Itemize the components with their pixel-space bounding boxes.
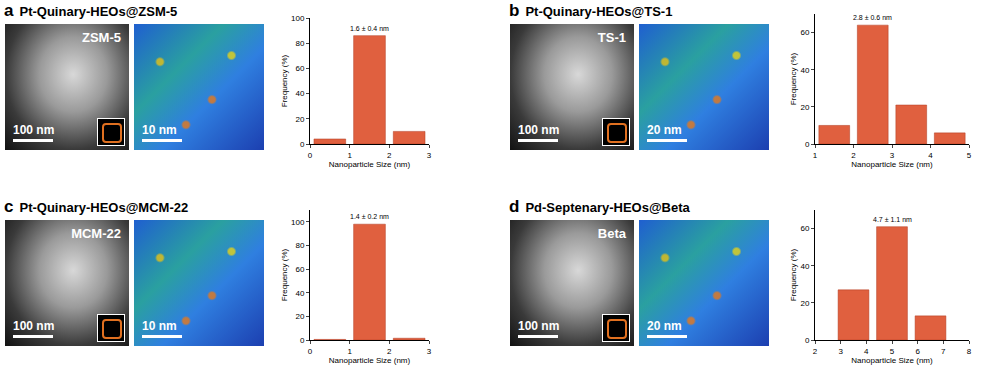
html-text:10 nm: 10 nm	[142, 319, 177, 333]
html-text:TS-1: TS-1	[597, 30, 626, 45]
svg-text:1.4 ± 0.2 nm: 1.4 ± 0.2 nm	[350, 213, 389, 220]
svg-text:Frequency (%): Frequency (%)	[280, 54, 289, 107]
svg-text:0: 0	[805, 336, 810, 345]
svg-text:0: 0	[300, 140, 305, 149]
svg-text:0: 0	[805, 140, 810, 149]
svg-text:1: 1	[347, 347, 352, 356]
svg-text:20: 20	[295, 115, 304, 124]
svg-text:60: 60	[295, 265, 304, 274]
svg-text:1: 1	[813, 151, 818, 160]
svg-text:2: 2	[813, 347, 818, 356]
svg-text:Frequency (%): Frequency (%)	[280, 248, 289, 301]
svg-text:3: 3	[838, 347, 843, 356]
html-text:MCM-22: MCM-22	[71, 226, 121, 241]
svg-text:7: 7	[941, 347, 946, 356]
svg-text:4.7 ± 1.1 nm: 4.7 ± 1.1 nm	[873, 216, 912, 223]
svg-text:80: 80	[295, 241, 304, 250]
html-text:c Pt-Quinary-HEOs@MCM-22: c Pt-Quinary-HEOs@MCM-22	[4, 197, 189, 216]
svg-text:0: 0	[308, 151, 313, 160]
html-text:d Pd-Septenary-HEOs@Beta: d Pd-Septenary-HEOs@Beta	[509, 197, 690, 216]
html-text:10 nm: 10 nm	[142, 123, 177, 137]
html-text:20 nm: 20 nm	[647, 123, 682, 137]
svg-text:2.8 ± 0.6 nm: 2.8 ± 0.6 nm	[853, 14, 892, 21]
svg-text:Nanoparticle Size (nm): Nanoparticle Size (nm)	[851, 160, 933, 169]
svg-text:3: 3	[427, 347, 432, 356]
svg-text:40: 40	[295, 289, 304, 298]
svg-text:3: 3	[890, 151, 895, 160]
svg-text:2: 2	[851, 151, 856, 160]
svg-text:5: 5	[967, 151, 972, 160]
svg-text:Frequency (%): Frequency (%)	[789, 52, 798, 105]
svg-text:40: 40	[295, 89, 304, 98]
svg-text:8: 8	[967, 347, 972, 356]
svg-text:60: 60	[800, 224, 809, 233]
html-text:Beta: Beta	[597, 226, 626, 241]
html-text:100 nm: 100 nm	[518, 319, 560, 333]
html-text:b Pt-Quinary-HEOs@TS-1: b Pt-Quinary-HEOs@TS-1	[509, 1, 673, 20]
svg-text:40: 40	[800, 66, 809, 75]
html-text:100 nm: 100 nm	[518, 123, 560, 137]
svg-text:20: 20	[800, 103, 809, 112]
svg-text:60: 60	[800, 28, 809, 37]
svg-text:40: 40	[800, 262, 809, 271]
svg-text:100: 100	[291, 218, 305, 227]
svg-text:0: 0	[300, 336, 305, 345]
svg-text:60: 60	[295, 64, 304, 73]
html-text:100 nm: 100 nm	[13, 319, 55, 333]
svg-text:80: 80	[295, 39, 304, 48]
svg-text:2: 2	[387, 151, 392, 160]
svg-text:Nanoparticle Size (nm): Nanoparticle Size (nm)	[851, 356, 933, 365]
html-text:100 nm: 100 nm	[13, 123, 55, 137]
svg-text:5: 5	[890, 347, 895, 356]
svg-text:4: 4	[928, 151, 933, 160]
svg-text:2: 2	[387, 347, 392, 356]
svg-text:Nanoparticle Size (nm): Nanoparticle Size (nm)	[329, 160, 411, 169]
html-text:a Pt-Quinary-HEOs@ZSM-5: a Pt-Quinary-HEOs@ZSM-5	[4, 1, 178, 20]
svg-text:4: 4	[864, 347, 869, 356]
svg-text:20: 20	[800, 299, 809, 308]
svg-text:0: 0	[308, 347, 313, 356]
svg-text:3: 3	[427, 151, 432, 160]
svg-text:20: 20	[295, 312, 304, 321]
svg-text:Nanoparticle Size (nm): Nanoparticle Size (nm)	[329, 356, 411, 365]
svg-text:1.6 ± 0.4 nm: 1.6 ± 0.4 nm	[350, 25, 389, 32]
svg-text:1: 1	[347, 151, 352, 160]
svg-text:6: 6	[915, 347, 920, 356]
svg-text:100: 100	[291, 14, 305, 23]
html-text:20 nm: 20 nm	[647, 319, 682, 333]
html-text:ZSM-5: ZSM-5	[82, 30, 121, 45]
svg-text:Frequency (%): Frequency (%)	[789, 248, 798, 301]
